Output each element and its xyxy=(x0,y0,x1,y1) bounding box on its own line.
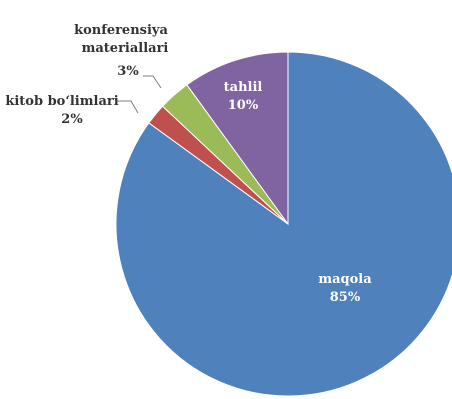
pie-slices xyxy=(115,51,452,397)
label-kitob-name: kitob bo‘limlari xyxy=(5,94,118,109)
pie-slice-maqola xyxy=(115,51,452,397)
label-tahlil-name: tahlil xyxy=(224,80,263,95)
label-kitob-percent: 2% xyxy=(61,112,83,127)
label-maqola-name: maqola xyxy=(318,272,372,287)
leader-line-konferensiya xyxy=(143,75,162,89)
label-konferensiya-line1: konferensiya xyxy=(74,23,168,38)
label-tahlil-percent: 10% xyxy=(228,98,259,113)
label-konferensiya-percent: 3% xyxy=(117,64,139,79)
label-konferensiya-line2: materiallari xyxy=(82,41,169,56)
pie-slice-tahlil xyxy=(186,51,289,226)
label-maqola-percent: 85% xyxy=(330,290,361,305)
leader-line-kitob xyxy=(116,100,139,114)
